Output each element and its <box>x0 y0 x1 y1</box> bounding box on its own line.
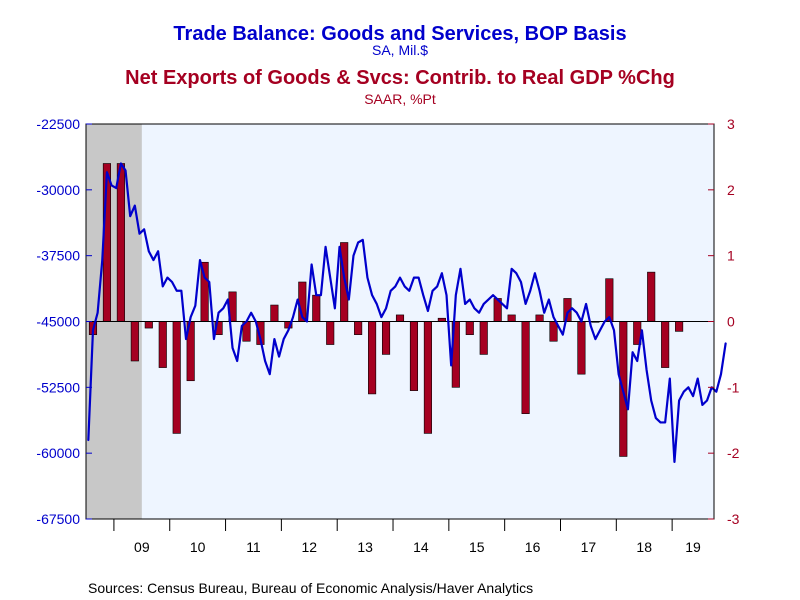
right-axis-label: 3 <box>727 116 735 132</box>
x-axis-ticks: 09 10 11 12 13 14 15 16 17 18 19 <box>113 519 701 555</box>
bar <box>577 321 586 375</box>
bar <box>312 294 321 322</box>
chart-title-units: SA, Mil.$ <box>372 42 428 58</box>
x-axis-label: 10 <box>190 539 206 555</box>
bar <box>144 321 153 329</box>
right-axis-label: -2 <box>727 445 740 461</box>
x-axis-label: 15 <box>469 539 485 555</box>
left-axis-label: -30000 <box>36 182 80 198</box>
bar <box>507 314 516 322</box>
right-axis-ticks: 3 2 1 0 -1 -2 -3 <box>708 116 740 527</box>
left-axis-ticks: -22500 -30000 -37500 -45000 -52500 -60000 -675… <box>36 116 92 527</box>
bar <box>368 321 377 395</box>
bar <box>675 321 684 332</box>
bar <box>605 278 614 322</box>
bar <box>423 321 432 434</box>
left-axis-label: -22500 <box>36 116 80 132</box>
x-axis-label: 17 <box>581 539 597 555</box>
bar <box>479 321 488 355</box>
x-axis-label: 14 <box>413 539 429 555</box>
bar <box>354 321 363 335</box>
right-axis-label: 2 <box>727 182 735 198</box>
bar <box>158 321 167 368</box>
bar <box>409 321 419 391</box>
left-axis-label: -60000 <box>36 445 80 461</box>
bar <box>395 314 405 322</box>
bar <box>521 321 530 414</box>
right-axis-label: -1 <box>727 379 740 395</box>
bar <box>381 321 391 355</box>
right-axis-label: 1 <box>727 248 735 264</box>
bar <box>465 321 474 335</box>
trade-balance-line <box>87 162 727 464</box>
x-axis-label: 12 <box>301 539 317 555</box>
chart-subtitle: Net Exports of Goods & Svcs: Contrib. to… <box>125 67 675 89</box>
chart-source: Sources: Census Bureau, Bureau of Econom… <box>88 580 533 596</box>
right-axis-label: -3 <box>727 511 740 527</box>
bar <box>549 321 558 342</box>
left-axis-label: -37500 <box>36 248 80 264</box>
x-axis-label: 09 <box>134 539 150 555</box>
chart-title: Trade Balance: Goods and Services, BOP B… <box>173 23 626 45</box>
bar <box>661 321 670 368</box>
right-axis-label: 0 <box>727 314 735 330</box>
x-axis-label: 18 <box>636 539 652 555</box>
bar <box>535 314 544 322</box>
left-axis-label: -52500 <box>36 379 80 395</box>
bar <box>172 321 181 434</box>
x-axis-label: 16 <box>525 539 541 555</box>
x-axis-label: 13 <box>357 539 373 555</box>
bar <box>130 321 139 362</box>
bar <box>116 163 125 322</box>
x-axis-label: 19 <box>685 539 701 555</box>
plot-area <box>85 123 727 520</box>
x-axis-label: 11 <box>246 539 261 555</box>
bar <box>270 304 279 322</box>
chart-subtitle-units: SAAR, %Pt <box>364 91 436 107</box>
left-axis-label: -45000 <box>36 314 80 330</box>
bar <box>326 321 335 345</box>
left-axis-label: -67500 <box>36 511 80 527</box>
bar <box>647 271 656 322</box>
